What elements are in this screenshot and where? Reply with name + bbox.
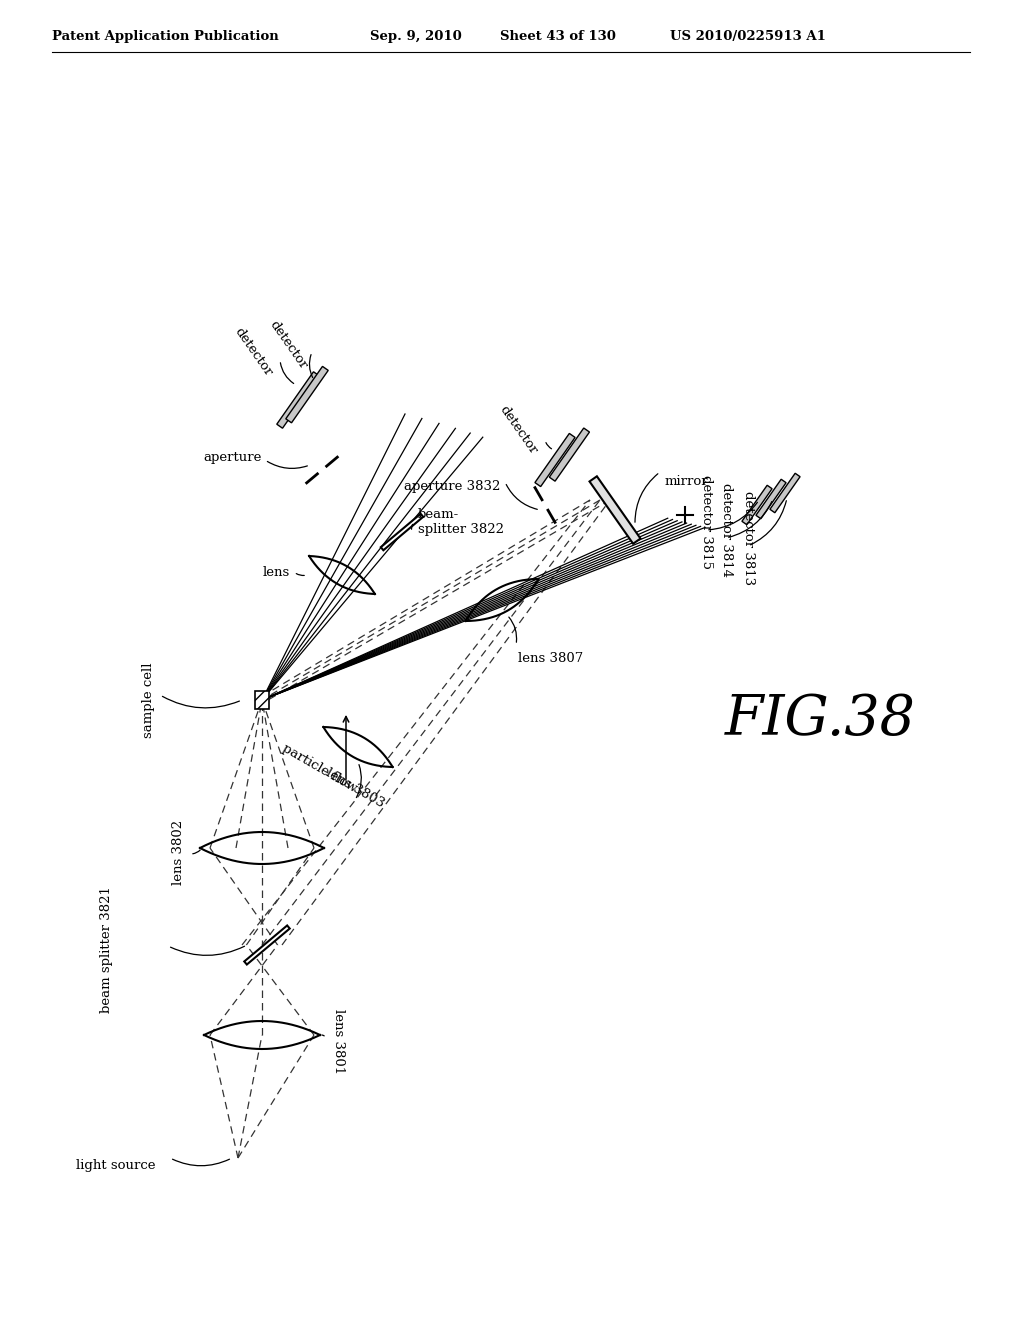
Polygon shape xyxy=(276,372,319,428)
Text: lens: lens xyxy=(263,565,290,578)
Text: FIG.38: FIG.38 xyxy=(725,693,915,747)
Text: aperture 3832: aperture 3832 xyxy=(403,480,500,492)
Polygon shape xyxy=(590,477,640,544)
Polygon shape xyxy=(549,428,590,482)
Text: beam-
splitter 3822: beam- splitter 3822 xyxy=(418,508,504,536)
Text: particle flow: particle flow xyxy=(281,742,359,795)
Text: lens 3803: lens 3803 xyxy=(324,766,386,810)
Text: Sep. 9, 2010: Sep. 9, 2010 xyxy=(370,30,462,44)
Text: detector 3814: detector 3814 xyxy=(720,483,733,577)
Text: detector: detector xyxy=(232,325,275,379)
Text: beam splitter 3821: beam splitter 3821 xyxy=(100,887,113,1014)
Polygon shape xyxy=(381,513,423,550)
Text: lens 3802: lens 3802 xyxy=(172,820,185,884)
Text: detector: detector xyxy=(498,404,540,457)
Text: lens 3801: lens 3801 xyxy=(332,1010,345,1074)
Text: US 2010/0225913 A1: US 2010/0225913 A1 xyxy=(670,30,826,44)
Text: aperture: aperture xyxy=(204,451,262,465)
Polygon shape xyxy=(756,479,786,519)
Text: Sheet 43 of 130: Sheet 43 of 130 xyxy=(500,30,615,44)
Text: sample cell: sample cell xyxy=(142,663,155,738)
Polygon shape xyxy=(286,367,329,422)
Text: detector: detector xyxy=(267,318,310,372)
Polygon shape xyxy=(535,433,575,487)
Bar xyxy=(255,690,269,709)
Polygon shape xyxy=(742,486,772,525)
Text: light source: light source xyxy=(76,1159,155,1172)
Text: detector 3813: detector 3813 xyxy=(742,491,755,585)
Polygon shape xyxy=(245,925,290,965)
Text: detector 3815: detector 3815 xyxy=(700,475,713,569)
Text: Patent Application Publication: Patent Application Publication xyxy=(52,30,279,44)
Text: mirror: mirror xyxy=(665,475,709,488)
Polygon shape xyxy=(770,474,800,512)
Text: lens 3807: lens 3807 xyxy=(518,652,584,665)
